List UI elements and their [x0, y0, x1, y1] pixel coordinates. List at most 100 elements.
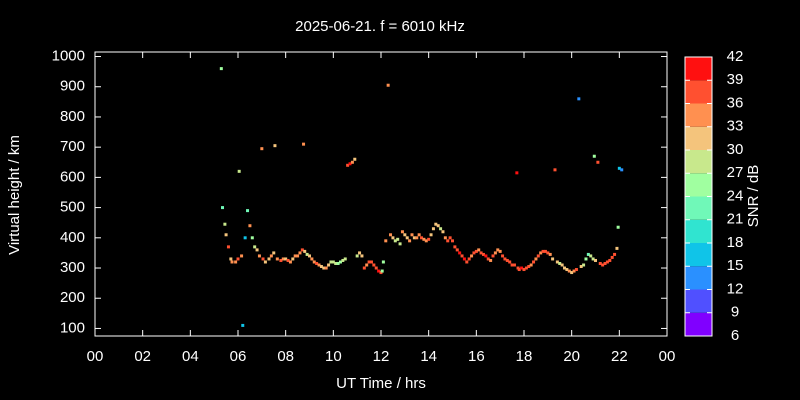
colorbar-tick-label: 42	[727, 48, 744, 65]
x-tick-label: 00	[659, 348, 676, 365]
data-point	[288, 260, 292, 264]
data-point	[221, 206, 225, 210]
data-point	[286, 258, 290, 262]
data-point	[543, 249, 547, 253]
colorbar-band	[685, 80, 712, 104]
data-point	[465, 260, 469, 264]
data-point	[586, 252, 590, 256]
data-point	[512, 263, 516, 267]
colorbar-band	[685, 57, 712, 81]
data-point	[431, 227, 435, 231]
data-point	[234, 260, 238, 264]
data-point	[269, 254, 273, 258]
data-point	[360, 254, 364, 258]
colorbar-band	[685, 196, 712, 220]
chart-title: 2025-06-21. f = 6010 kHz	[295, 18, 465, 35]
data-point	[365, 263, 369, 267]
data-point	[596, 160, 600, 164]
data-point	[303, 249, 307, 253]
data-point	[362, 266, 366, 270]
data-point	[398, 242, 402, 246]
data-point	[489, 258, 493, 262]
data-point	[591, 257, 595, 261]
data-point	[341, 258, 345, 262]
data-point	[582, 263, 586, 267]
colorbar-band	[685, 126, 712, 150]
data-point	[446, 239, 450, 243]
data-point	[273, 144, 277, 148]
data-point	[267, 257, 271, 261]
data-point	[613, 252, 617, 256]
colorbar-tick-label: 18	[727, 234, 744, 251]
data-point	[417, 233, 421, 237]
data-point	[548, 252, 552, 256]
data-point	[436, 224, 440, 228]
y-tick-label: 300	[60, 259, 85, 276]
colorbar-band	[685, 289, 712, 313]
data-point	[572, 269, 576, 273]
colorbar-band	[685, 243, 712, 267]
data-point	[393, 239, 397, 243]
data-point	[243, 236, 247, 240]
data-point	[598, 261, 602, 265]
x-tick-label: 06	[230, 348, 247, 365]
data-point	[551, 257, 555, 261]
data-point	[424, 239, 428, 243]
data-point	[601, 263, 605, 267]
x-tick-label: 16	[468, 348, 485, 365]
data-point	[319, 265, 323, 269]
data-point	[608, 258, 612, 262]
data-point	[329, 260, 333, 264]
data-point	[534, 257, 538, 261]
data-point	[520, 266, 524, 270]
data-point	[415, 236, 419, 240]
data-point	[574, 268, 578, 272]
y-tick-label: 600	[60, 168, 85, 185]
y-tick-label: 200	[60, 289, 85, 306]
data-point	[224, 233, 228, 237]
data-point	[615, 246, 619, 250]
data-point	[350, 160, 354, 164]
colorbar-tick-label: 9	[731, 304, 739, 321]
data-point	[236, 257, 240, 261]
y-tick-label: 900	[60, 78, 85, 95]
data-point	[374, 266, 378, 270]
data-point	[479, 251, 483, 255]
data-point	[384, 239, 388, 243]
data-point	[412, 236, 416, 240]
data-point	[563, 266, 567, 270]
data-point	[605, 260, 609, 264]
data-point	[305, 252, 309, 256]
data-point	[275, 257, 279, 261]
data-point	[498, 249, 502, 253]
x-axis-label: UT Time / hrs	[336, 375, 426, 392]
data-point	[536, 254, 540, 258]
data-point	[272, 251, 276, 255]
data-point	[451, 239, 454, 243]
colorbar-tick-label: 12	[727, 280, 744, 297]
plot-frame	[94, 51, 668, 337]
y-axis-label: Virtual height / km	[6, 135, 23, 255]
data-point	[379, 271, 383, 275]
data-point	[391, 236, 395, 240]
data-point	[317, 263, 321, 267]
data-point	[343, 257, 347, 261]
data-point	[336, 261, 340, 265]
x-tick-label: 12	[373, 348, 390, 365]
data-point	[386, 83, 390, 87]
data-point	[248, 224, 252, 228]
colorbar-tick-label: 39	[727, 71, 744, 88]
data-point	[279, 258, 283, 262]
data-point	[486, 257, 490, 261]
data-point	[560, 263, 564, 267]
data-point	[389, 233, 393, 237]
data-point	[253, 245, 257, 249]
data-point	[565, 268, 569, 272]
y-tick-label: 1000	[52, 48, 85, 65]
data-point	[589, 254, 593, 258]
x-tick-label: 10	[325, 348, 342, 365]
data-point	[338, 260, 342, 264]
data-point	[219, 67, 223, 71]
colorbar-tick-label: 36	[727, 94, 744, 111]
data-point	[496, 248, 500, 252]
